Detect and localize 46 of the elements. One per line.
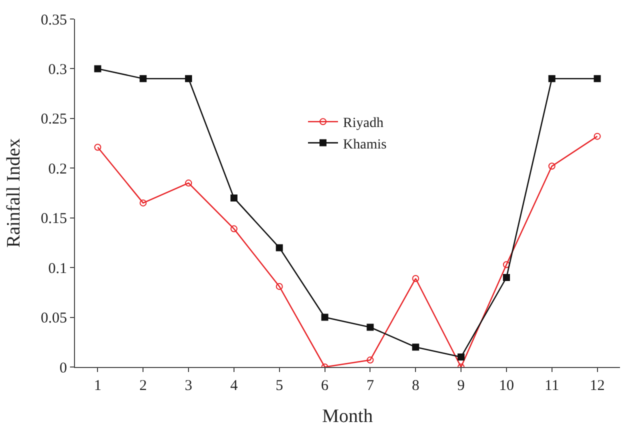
point [140, 75, 147, 82]
point [140, 199, 147, 206]
point [412, 344, 420, 351]
y-tick-label: 0.25 [40, 112, 67, 128]
x-tick-label: 9 [457, 378, 465, 394]
y-tick-label: 0.35 [40, 12, 67, 28]
x-tick-label: 4 [230, 378, 238, 394]
x-axis-title: Month [322, 406, 374, 427]
point [594, 75, 601, 82]
y-tick-label: 0.1 [48, 260, 67, 277]
x-tick-label: 11 [544, 378, 560, 394]
x-tick-label: 5 [276, 378, 284, 394]
point [94, 144, 102, 151]
y-tick-label: 0 [60, 360, 67, 376]
point [412, 275, 420, 282]
y-tick-label: 0.05 [40, 310, 67, 327]
point [548, 75, 556, 82]
x-tick-label: 3 [184, 378, 192, 394]
point [94, 65, 102, 72]
point [502, 274, 510, 282]
legend-label: Riyadh [343, 116, 384, 132]
x-tick-label: 8 [412, 378, 420, 394]
point [548, 162, 556, 170]
point [366, 324, 374, 331]
y-axis-title: Rainfall Index [4, 138, 25, 248]
point [366, 356, 374, 364]
legend-label: Khamis [343, 137, 387, 152]
point [594, 132, 601, 140]
point [276, 282, 283, 290]
point [185, 75, 192, 82]
point [458, 354, 465, 361]
x-tick-label: 2 [139, 378, 147, 394]
point [185, 180, 192, 187]
point [230, 194, 238, 202]
point [321, 314, 328, 321]
x-tick-label: 1 [94, 378, 102, 394]
point [276, 244, 283, 252]
x-tick-label: 12 [590, 378, 605, 394]
y-tick-label: 0.15 [40, 211, 67, 228]
x-tick-label: 6 [321, 378, 330, 394]
point [230, 225, 238, 232]
y-tick-label: 0.2 [48, 161, 67, 178]
x-tick-label: 7 [366, 378, 374, 394]
y-tick-label: 0.3 [48, 62, 67, 78]
x-tick-label: 10 [498, 378, 514, 394]
point [502, 261, 510, 268]
